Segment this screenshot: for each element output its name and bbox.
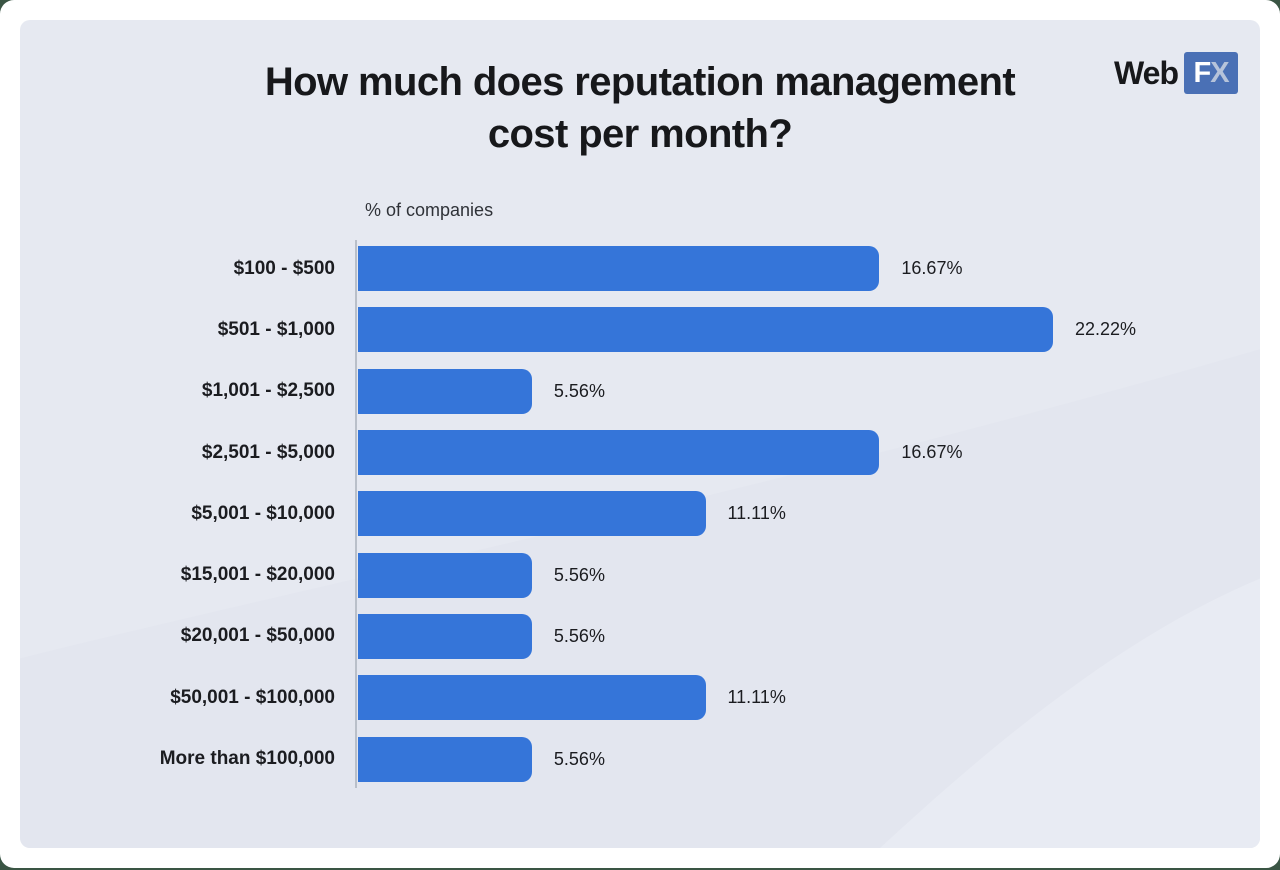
page-title-line1: How much does reputation management — [264, 60, 1016, 104]
bar — [358, 368, 532, 414]
category-label: $5,001 - $10,000 — [191, 502, 335, 524]
bar-track: 22.22% — [355, 299, 1260, 360]
category-label: $100 - $500 — [233, 257, 335, 279]
value-label: 5.56% — [553, 564, 605, 585]
webfx-logo: Web F X — [1114, 52, 1238, 94]
category-label: $15,001 - $20,000 — [180, 564, 335, 586]
bar-chart: $100 - $500 16.67% $501 - $1,000 22.22% $1,0… — [20, 238, 1260, 790]
bar-row: $5,001 - $10,000 11.11% — [20, 483, 1260, 544]
bar — [358, 307, 1053, 353]
bar — [358, 430, 880, 476]
value-label: 16.67% — [901, 258, 963, 279]
value-label: 5.56% — [553, 380, 605, 401]
bar-row: $15,001 - $20,000 5.56% — [20, 544, 1260, 605]
bar-row: $1,001 - $2,500 5.56% — [20, 361, 1260, 422]
bar — [358, 613, 532, 659]
bar-track: 11.11% — [355, 483, 1260, 544]
webfx-logo-text: Web — [1114, 54, 1179, 91]
bar-track: 11.11% — [355, 667, 1260, 728]
bar-track: 5.56% — [355, 361, 1260, 422]
category-label: $50,001 - $100,000 — [170, 686, 335, 708]
bar — [358, 736, 532, 782]
chart-panel: How much does reputation management cost… — [20, 20, 1260, 848]
value-label: 22.22% — [1075, 319, 1137, 340]
chart-header: How much does reputation management cost… — [20, 56, 1260, 160]
bar-track: 16.67% — [355, 422, 1260, 483]
bar — [358, 675, 706, 721]
value-label: 5.56% — [553, 748, 605, 769]
bar-row: $20,001 - $50,000 5.56% — [20, 606, 1260, 667]
value-label: 5.56% — [553, 625, 605, 646]
bar — [358, 552, 532, 598]
page-title-line2: cost per month? — [487, 112, 793, 156]
bar-row: $501 - $1,000 22.22% — [20, 299, 1260, 360]
axis-title: % of companies — [365, 200, 494, 220]
value-label: 16.67% — [901, 442, 963, 463]
bar — [358, 491, 706, 537]
category-label: $501 - $1,000 — [217, 318, 335, 340]
bar-track: 5.56% — [355, 544, 1260, 605]
value-label: 11.11% — [727, 503, 786, 524]
bar-row: $100 - $500 16.67% — [20, 238, 1260, 299]
category-label: More than $100,000 — [159, 748, 335, 770]
bar-row: $2,501 - $5,000 16.67% — [20, 422, 1260, 483]
webfx-logo-badge-f: F — [1193, 56, 1211, 89]
category-label: $1,001 - $2,500 — [201, 380, 335, 402]
webfx-logo-badge: F X — [1184, 52, 1238, 94]
bar-track: 16.67% — [355, 238, 1260, 299]
bar-track: 5.56% — [355, 606, 1260, 667]
category-label: $2,501 - $5,000 — [201, 441, 335, 463]
value-label: 11.11% — [727, 687, 786, 708]
bar-track: 5.56% — [355, 728, 1260, 789]
webfx-logo-badge-x: X — [1210, 56, 1229, 89]
bar-row: $50,001 - $100,000 11.11% — [20, 667, 1260, 728]
category-label: $20,001 - $50,000 — [180, 625, 335, 647]
bar — [358, 246, 880, 292]
bar-row: More than $100,000 5.56% — [20, 728, 1260, 789]
